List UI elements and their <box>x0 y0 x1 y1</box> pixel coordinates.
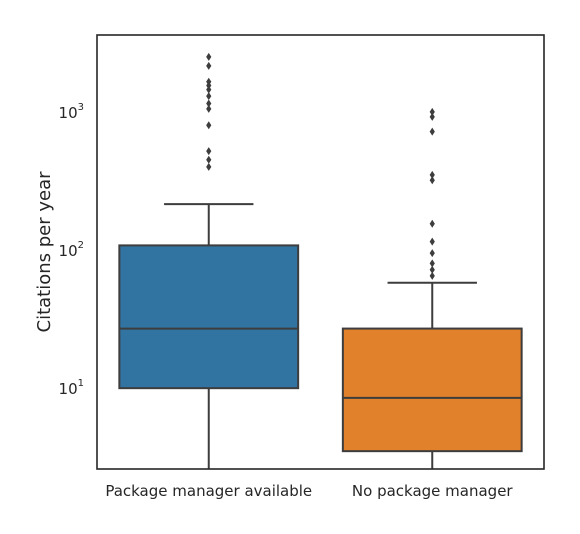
outlier-point <box>430 238 435 246</box>
outlier-point <box>206 156 211 164</box>
outlier-point <box>206 121 211 129</box>
y-tick-label: 102 <box>59 240 84 260</box>
y-tick-label: 103 <box>59 102 84 122</box>
y-axis-label: Citations per year <box>34 171 55 333</box>
iqr-box <box>343 329 522 452</box>
y-tick-base: 10 <box>59 104 78 122</box>
outlier-point <box>430 259 435 267</box>
outlier-point <box>206 147 211 155</box>
y-tick-label: 101 <box>59 378 84 398</box>
y-tick-base: 10 <box>59 242 78 260</box>
y-tick-exponent: 2 <box>78 240 84 251</box>
outlier-point <box>430 249 435 257</box>
x-tick-label: No package manager <box>352 482 514 500</box>
y-tick-exponent: 3 <box>78 102 84 113</box>
outlier-point <box>206 99 211 107</box>
x-tick-labels: Package manager available No package mana… <box>105 482 513 500</box>
outlier-point <box>430 128 435 136</box>
outlier-point <box>430 171 435 179</box>
box-group-1 <box>119 53 298 469</box>
outlier-point <box>206 62 211 70</box>
outlier-point <box>206 163 211 171</box>
y-tick-base: 10 <box>59 380 78 398</box>
outlier-point <box>430 220 435 228</box>
box-group-2 <box>343 108 522 469</box>
outlier-point <box>206 53 211 61</box>
y-tick-exponent: 1 <box>78 378 84 389</box>
iqr-box <box>119 245 298 388</box>
boxes-layer <box>119 53 521 469</box>
outlier-point <box>430 108 435 116</box>
x-tick-label: Package manager available <box>105 482 312 500</box>
